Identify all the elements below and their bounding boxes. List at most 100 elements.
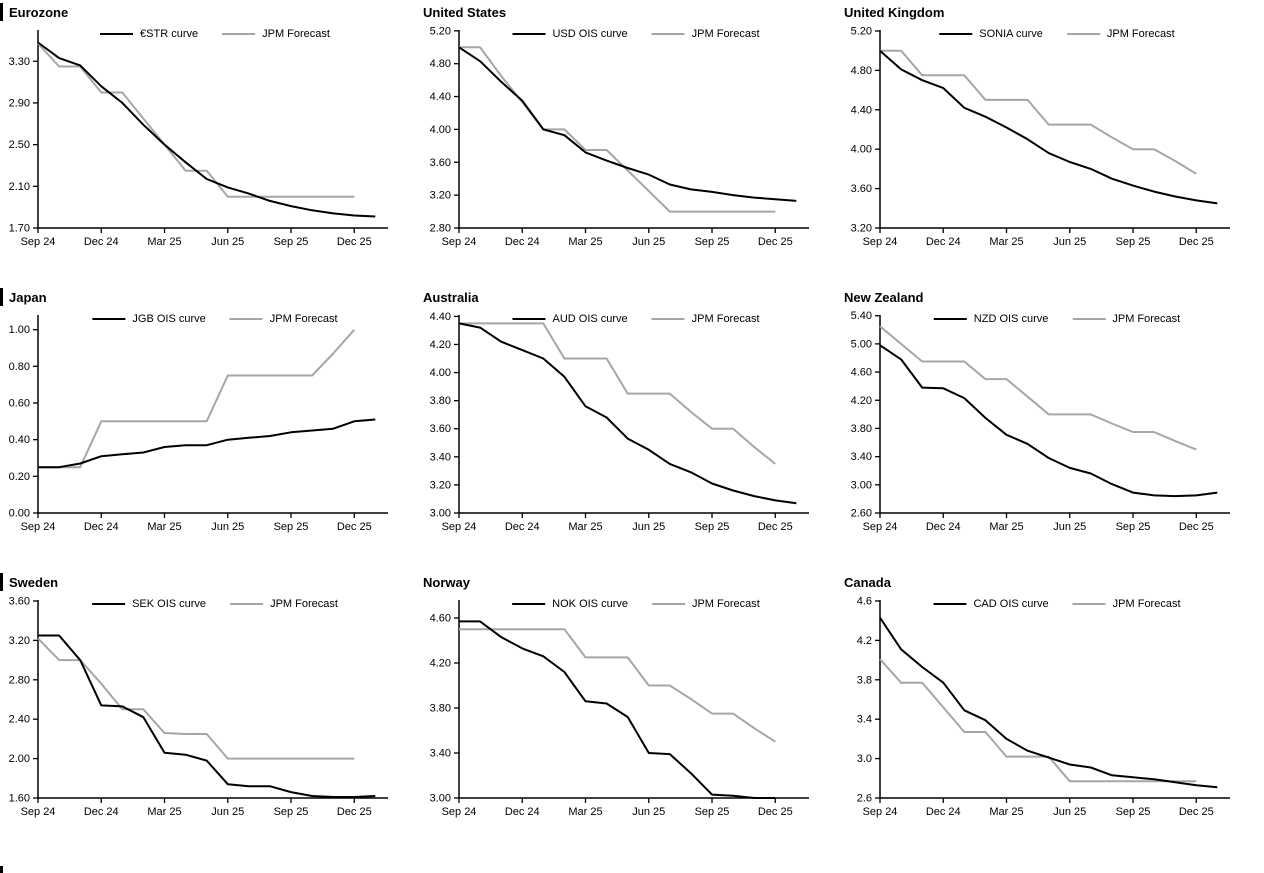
x-tick-label: Dec 24 [505,806,540,818]
curve-line [459,620,776,799]
y-tick-label: 2.90 [9,97,30,109]
x-tick-label: Mar 25 [147,236,181,248]
y-tick-label: 2.40 [9,714,30,726]
chart-figure: 0.00 0.20 0.40 0.60 0.80 1.00 Sep 24 Dec 24 Mar … [9,315,388,533]
curve-legend-swatch [92,603,126,605]
y-tick-label: 4.00 [430,124,451,136]
x-tick-label: Jun 25 [211,521,244,533]
y-tick-label: 0.60 [9,398,30,410]
x-tick-label: Dec 25 [758,236,793,248]
legend-entry: NOK OIS curve [512,598,628,610]
x-tick-label: Sep 25 [695,236,730,248]
curve-line [879,344,1218,498]
curve-line [37,41,376,218]
y-tick-label: 5.00 [851,338,872,350]
y-tick-label: 0.40 [9,434,30,446]
forecast-legend-swatch [222,33,256,35]
chart-legend: SEK OIS curve JPM Forecast [92,598,338,610]
y-tick-label: 2.80 [9,674,30,686]
x-tick-label: Dec 24 [505,236,540,248]
curve-legend-swatch [933,603,967,605]
legend-entry: JPM Forecast [1072,313,1180,325]
y-tick-label: 3.60 [9,595,30,607]
x-tick-label: Sep 25 [274,236,309,248]
legend-label: SONIA curve [979,28,1043,40]
x-tick-label: Mar 25 [568,806,602,818]
forecast-line [879,325,1197,451]
chart-united-kingdom: United Kingdom SONIA curve JPM Forecast 3.2… [842,0,1264,285]
legend-entry: SEK OIS curve [92,598,206,610]
chart-title: Japan [9,289,47,305]
x-tick-label: Dec 24 [84,806,119,818]
chart-canada: Canada CAD OIS curve JPM Forecast 2.6 3.0 3.4… [842,570,1264,873]
chart-plot-area: USD OIS curve JPM Forecast 2.80 3.20 3.60 4.0… [421,24,842,259]
chart-figure: 2.60 3.00 3.40 3.80 4.20 4.60 5.00 5.40 Sep 24 De… [851,310,1230,533]
chart-figure: 1.60 2.00 2.40 2.80 3.20 3.60 Sep 24 Dec 24 Mar … [9,595,388,818]
y-tick-label: 4.2 [857,635,872,647]
chart-title-row: Canada [842,572,1264,592]
x-tick-label: Mar 25 [989,521,1023,533]
y-tick-label: 4.80 [851,65,872,77]
chart-title-row: United States [421,2,842,22]
chart-title: United States [423,4,507,20]
chart-figure: 3.20 3.60 4.00 4.40 4.80 5.20 Sep 24 Dec 24 Mar … [851,25,1230,248]
forecast-line [880,49,1197,175]
x-tick-label: Sep 25 [1116,806,1151,818]
forecast-line [37,637,355,760]
x-tick-label: Mar 25 [989,236,1023,248]
chart-title: Australia [423,289,479,305]
x-tick-label: Sep 24 [21,806,56,818]
x-tick-label: Dec 25 [758,521,793,533]
x-tick-label: Jun 25 [211,806,244,818]
y-tick-label: 1.00 [9,324,30,336]
y-tick-label: 3.4 [857,714,872,726]
legend-label: CAD OIS curve [973,598,1049,610]
chart-legend: AUD OIS curve JPM Forecast [512,313,760,325]
forecast-legend-swatch [230,603,264,605]
x-tick-label: Sep 24 [442,236,477,248]
y-tick-label: 1.70 [9,223,30,235]
forecast-line [879,658,1197,783]
chart-plot-area: AUD OIS curve JPM Forecast 3.00 3.20 3.40 3.6… [421,309,842,544]
y-tick-label: 3.60 [430,157,451,169]
curve-legend-swatch [512,33,546,35]
legend-label: USD OIS curve [552,28,628,40]
chart-legend: NOK OIS curve JPM Forecast [512,598,760,610]
x-tick-label: Dec 25 [1179,521,1214,533]
y-tick-label: 4.20 [430,658,451,670]
chart-plot-area: CAD OIS curve JPM Forecast 2.6 3.0 3.4 3.8 4.2… [842,594,1264,829]
x-tick-label: Mar 25 [147,521,181,533]
curve-legend-swatch [512,318,546,320]
y-tick-label: 4.00 [430,367,451,379]
y-tick-label: 3.60 [851,183,872,195]
y-tick-label: 5.20 [851,25,872,37]
x-tick-label: Sep 25 [695,806,730,818]
y-tick-label: 2.50 [9,139,30,151]
x-tick-label: Sep 25 [1116,236,1151,248]
x-tick-label: Dec 25 [337,806,372,818]
curve-legend-swatch [92,318,126,320]
legend-entry: JPM Forecast [651,313,760,325]
forecast-legend-swatch [1072,318,1106,320]
x-tick-label: Dec 24 [84,521,119,533]
x-tick-label: Jun 25 [632,236,665,248]
y-tick-label: 3.8 [857,674,872,686]
chart-legend: SONIA curve JPM Forecast [939,28,1175,40]
y-tick-label: 5.20 [430,25,451,37]
section-marker [0,288,3,306]
chart-legend: NZD OIS curve JPM Forecast [933,313,1180,325]
legend-label: AUD OIS curve [552,313,628,325]
legend-label: JPM Forecast [1106,28,1175,40]
chart-eurozone: Eurozone €STR curve JPM Forecast 1.70 2.10 2.… [0,0,421,285]
chart-title: Norway [423,574,470,590]
legend-label: JPM Forecast [269,313,338,325]
y-tick-label: 3.80 [430,395,451,407]
chart-title: Sweden [9,574,59,590]
chart-figure: 3.00 3.20 3.40 3.60 3.80 4.00 4.20 4.40 Sep 24 De… [430,311,809,533]
chart-plot-area: NZD OIS curve JPM Forecast 2.60 3.00 3.40 3.8… [842,309,1264,544]
chart-new-zealand: New Zealand NZD OIS curve JPM Forecast 2.60… [842,285,1264,570]
y-tick-label: 3.0 [857,753,872,765]
legend-entry: USD OIS curve [512,28,628,40]
chart-legend: €STR curve JPM Forecast [100,28,330,40]
